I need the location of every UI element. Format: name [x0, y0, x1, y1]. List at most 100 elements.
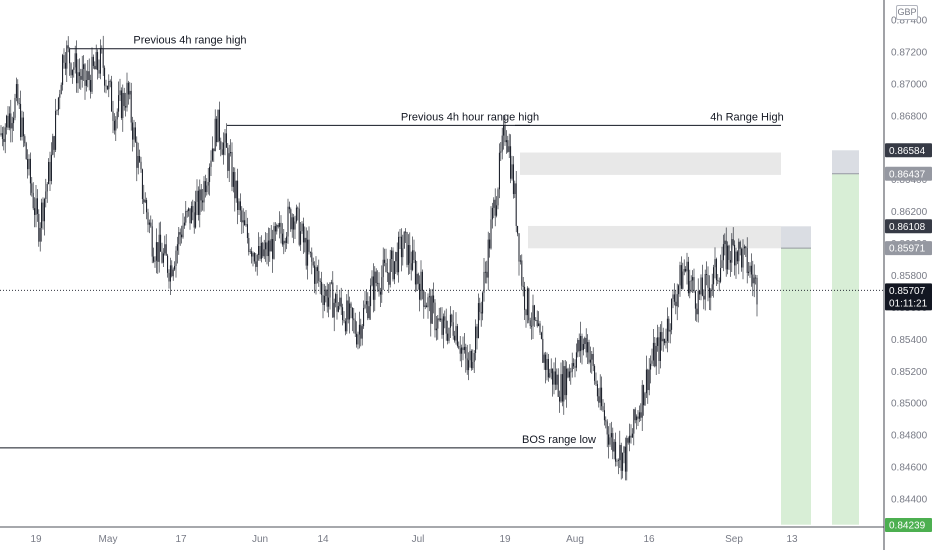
candle-body [409, 245, 411, 264]
time-axis[interactable]: 19 May 17 Jun 14 Jul 19 Aug 16 Sep 13 [30, 534, 798, 545]
candle-body [421, 271, 423, 291]
candle-body [745, 246, 747, 249]
candle-body [244, 220, 246, 226]
candle-body [473, 353, 475, 363]
candle-body [407, 245, 409, 265]
candle-body [77, 72, 79, 84]
candle-body [746, 248, 748, 274]
candle-body [531, 325, 533, 327]
candle-body [510, 146, 512, 179]
candle-body [183, 222, 185, 226]
price-axis[interactable]: 0.874000.872000.870000.868000.866000.864… [891, 16, 928, 506]
candle-body [489, 239, 491, 249]
candle-body [304, 237, 306, 243]
candle-body [391, 250, 393, 259]
candle-body [358, 324, 360, 335]
candle-body [620, 444, 622, 471]
candle-body [305, 237, 307, 266]
candle-body [112, 111, 114, 121]
candle-body [585, 337, 587, 353]
candle-body [203, 181, 205, 203]
candle-body [405, 231, 407, 233]
candle-body [671, 298, 673, 330]
candle-body [753, 277, 755, 284]
candle-body [437, 318, 439, 329]
candle-body [449, 314, 451, 328]
candle-body [505, 140, 507, 143]
candle-body [84, 64, 86, 86]
candle-body [56, 110, 58, 111]
candle-body [398, 236, 400, 273]
candle-body [679, 265, 681, 286]
candle-body [342, 307, 344, 321]
candle-body [589, 359, 591, 363]
candle-body [704, 274, 706, 300]
stop-zone [832, 150, 859, 174]
candle-body [231, 152, 233, 187]
candle-body [536, 320, 538, 327]
candle-body [300, 231, 302, 245]
candle-body [598, 396, 600, 403]
candle-body [743, 246, 745, 249]
candle-body [447, 333, 449, 341]
price-tag-label: 0.85971 [889, 244, 926, 255]
candle-body [4, 127, 6, 142]
candle-body [298, 208, 300, 245]
candle-body [246, 224, 248, 239]
candle-body [283, 240, 285, 245]
candle-body [379, 291, 381, 295]
candle-body [319, 280, 321, 283]
y-tick-label: 0.84400 [891, 495, 928, 506]
candle-body [302, 223, 304, 243]
candle-body [147, 212, 149, 225]
candle-body [43, 198, 45, 222]
candle-body [253, 253, 255, 262]
candle-body [648, 369, 650, 391]
candle-body [735, 251, 737, 266]
candle-body [38, 213, 40, 242]
candle-body [260, 242, 262, 259]
candle-body [291, 217, 293, 230]
candle-body [673, 294, 675, 302]
candle-body [475, 326, 477, 354]
price-tag [885, 143, 932, 158]
candle-body [213, 148, 215, 152]
candle-body [249, 251, 251, 253]
candle-body [196, 190, 198, 202]
candle-body [286, 236, 288, 243]
candle-body [18, 103, 20, 104]
currency-badge[interactable]: GBP [896, 5, 918, 20]
candle-body [588, 342, 590, 363]
candle-body [41, 202, 43, 228]
candle-body [181, 234, 183, 238]
candle-body [157, 242, 159, 262]
candle-body [221, 149, 223, 155]
zones-layer [520, 150, 859, 525]
candle-body [130, 90, 132, 123]
candle-body [554, 371, 556, 385]
candle-body [494, 199, 496, 216]
candle-body [483, 271, 485, 293]
candle-body [592, 353, 594, 366]
candle-body [468, 360, 470, 371]
candle-body [57, 97, 59, 111]
candle-body [578, 339, 580, 352]
candle-body [318, 271, 320, 281]
candle-body [378, 282, 380, 292]
candle-body [332, 282, 334, 318]
candle-body [210, 160, 212, 167]
x-tick-label: May [99, 534, 118, 545]
candle-body [106, 85, 108, 90]
candle-body [83, 64, 85, 70]
candle-body [371, 276, 373, 286]
candle-body [295, 207, 297, 222]
candle-body [584, 337, 586, 345]
candle-body [357, 334, 359, 345]
candle-body [416, 273, 418, 285]
candle-body [297, 207, 299, 209]
candle-body [525, 309, 527, 316]
candle-body [91, 56, 93, 92]
y-tick-label: 0.87000 [891, 79, 928, 90]
candle-body [388, 272, 390, 285]
